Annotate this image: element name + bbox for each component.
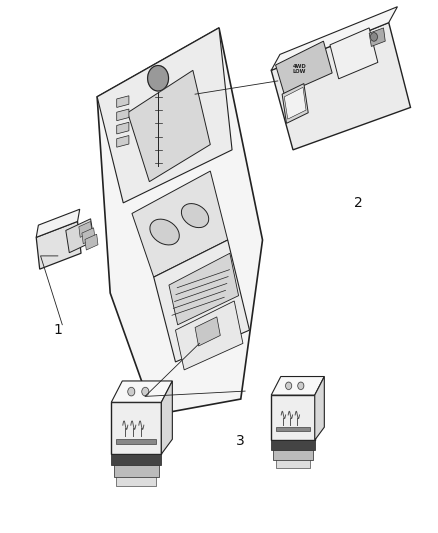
Polygon shape xyxy=(116,478,156,486)
Polygon shape xyxy=(111,454,161,465)
Polygon shape xyxy=(117,122,129,134)
Polygon shape xyxy=(276,461,311,468)
Ellipse shape xyxy=(181,204,209,228)
Ellipse shape xyxy=(150,219,179,245)
Polygon shape xyxy=(161,381,172,454)
Text: 1: 1 xyxy=(53,323,62,337)
Polygon shape xyxy=(97,28,232,203)
Polygon shape xyxy=(111,381,172,402)
Polygon shape xyxy=(276,427,311,431)
Circle shape xyxy=(148,66,169,91)
Polygon shape xyxy=(132,171,228,277)
Polygon shape xyxy=(85,234,98,250)
Polygon shape xyxy=(273,450,313,461)
Polygon shape xyxy=(154,240,250,362)
Text: 3: 3 xyxy=(237,434,245,448)
Polygon shape xyxy=(117,96,129,108)
Polygon shape xyxy=(369,28,385,46)
Text: 2: 2 xyxy=(354,196,363,210)
Polygon shape xyxy=(66,219,94,253)
Polygon shape xyxy=(282,84,308,123)
Polygon shape xyxy=(111,402,161,454)
Polygon shape xyxy=(116,439,156,444)
Polygon shape xyxy=(284,87,306,119)
Circle shape xyxy=(142,387,149,396)
Polygon shape xyxy=(271,376,324,395)
Polygon shape xyxy=(176,301,243,370)
Polygon shape xyxy=(82,228,95,244)
Polygon shape xyxy=(271,7,397,70)
Circle shape xyxy=(286,382,292,390)
Polygon shape xyxy=(36,221,81,269)
Polygon shape xyxy=(271,395,315,440)
Circle shape xyxy=(371,33,378,41)
Polygon shape xyxy=(97,28,262,415)
Polygon shape xyxy=(271,440,315,450)
Polygon shape xyxy=(79,221,92,237)
Polygon shape xyxy=(114,465,159,478)
Polygon shape xyxy=(330,28,378,79)
Polygon shape xyxy=(276,41,332,94)
Polygon shape xyxy=(271,22,410,150)
Circle shape xyxy=(128,387,135,396)
Polygon shape xyxy=(315,376,324,440)
Polygon shape xyxy=(195,317,220,346)
Polygon shape xyxy=(127,70,210,182)
Polygon shape xyxy=(117,109,129,120)
Text: 4WD
LOW: 4WD LOW xyxy=(293,64,307,75)
Polygon shape xyxy=(117,135,129,147)
Circle shape xyxy=(298,382,304,390)
Polygon shape xyxy=(169,253,239,325)
Polygon shape xyxy=(36,209,80,237)
